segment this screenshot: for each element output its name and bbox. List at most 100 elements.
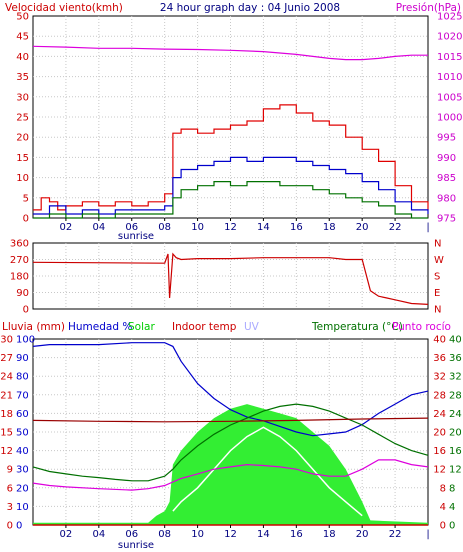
wind-direction-line — [32, 252, 429, 305]
x-tick-label: 06 — [125, 222, 138, 233]
y-tick-label: 24 — [433, 409, 446, 420]
y-tick-label: N — [434, 239, 441, 250]
x-tick-label: 20 — [356, 222, 369, 233]
panel2-series — [32, 252, 429, 305]
y-tick-label: 35 — [16, 72, 29, 83]
y-tick-label: 16 — [433, 446, 446, 457]
panel1-center-title: 24 hour graph day : 04 Junio 2008 — [160, 2, 340, 14]
x-tick-label: 22 — [389, 529, 402, 540]
y-tick-label: 16 — [449, 446, 462, 457]
y-tick-label: 32 — [449, 372, 462, 383]
y-tick-label: 1010 — [437, 72, 462, 83]
x-tick-label: 16 — [290, 529, 303, 540]
y-tick-label: E — [434, 288, 440, 299]
y-tick-label: 3 — [7, 502, 13, 513]
y-tick-label: 1000 — [437, 113, 462, 124]
panel1-right-title: Presión(hPa) — [396, 2, 461, 14]
y-tick-label: 36 — [433, 353, 446, 364]
x-tick-label: 06 — [125, 529, 138, 540]
y-tick-label: 30 — [0, 335, 13, 346]
panel3-legend-label: UV — [244, 321, 260, 333]
y-tick-label: 1025 — [437, 12, 462, 23]
x-tick-label: 18 — [323, 529, 336, 540]
panel3-legend-label: Solar — [128, 321, 155, 333]
x-tick-label: 16 — [290, 222, 303, 233]
y-tick-label: 80 — [16, 372, 29, 383]
temperature-line — [32, 403, 429, 482]
x-tick-label: 04 — [92, 529, 105, 540]
solar-area — [33, 404, 428, 525]
y-tick-label: 100 — [16, 335, 35, 346]
gust-line — [33, 104, 429, 211]
y-tick-label: 8 — [449, 483, 455, 494]
pressure-line — [32, 45, 428, 61]
x-tick-end: | — [426, 222, 429, 233]
y-tick-label: 20 — [433, 428, 446, 439]
dewpoint-line — [32, 459, 429, 491]
y-tick-label: 1015 — [437, 52, 462, 63]
x-tick-label: 04 — [92, 222, 105, 233]
uv-line — [172, 426, 363, 517]
wind-min-line — [33, 181, 428, 219]
panel1-series — [32, 45, 429, 219]
panel3-legend-label: Temperatura (°C) — [311, 321, 403, 333]
y-tick-label: 20 — [16, 133, 29, 144]
y-tick-label: 60 — [16, 409, 29, 420]
x-tick-label: 10 — [191, 529, 204, 540]
y-tick-label: 70 — [16, 390, 29, 401]
panel3-x-axis: 02 04 06 08 10 12 14 16 18 20 22 | — [60, 525, 430, 540]
y-tick-label: 0 — [440, 521, 446, 532]
y-tick-label: 0 — [23, 214, 29, 225]
y-tick-label: 0 — [7, 521, 13, 532]
panel3-sunrise-label: sunrise — [118, 540, 154, 551]
panel3-legend-label: Humedad % — [68, 321, 132, 333]
y-tick-label: 12 — [433, 465, 446, 476]
x-tick-label: 10 — [191, 222, 204, 233]
y-tick-label: 4 — [449, 502, 455, 513]
x-tick-label: 12 — [224, 222, 237, 233]
panel3-grid — [33, 339, 428, 525]
panel3-axes: 0369121518212427300102030405060708090100… — [0, 335, 461, 532]
y-tick-label: 25 — [16, 113, 29, 124]
y-tick-label: 12 — [0, 446, 13, 457]
x-tick-label: 02 — [60, 529, 73, 540]
y-tick-label: 30 — [16, 92, 29, 103]
y-tick-label: 40 — [449, 335, 462, 346]
wind-avg-line — [33, 156, 429, 215]
y-tick-label: 40 — [16, 446, 29, 457]
y-tick-label: 50 — [16, 12, 29, 23]
y-tick-label: 1005 — [437, 92, 462, 103]
y-tick-label: 360 — [10, 239, 29, 250]
y-tick-label: 18 — [0, 409, 13, 420]
y-tick-label: 10 — [16, 502, 29, 513]
wind-pressure-panel: Velocidad viento(kmh) 24 hour graph day … — [5, 2, 462, 242]
y-tick-label: 21 — [0, 390, 13, 401]
y-tick-label: 32 — [433, 372, 446, 383]
y-tick-label: 28 — [449, 390, 462, 401]
x-tick-label: 02 — [60, 222, 73, 233]
y-tick-label: 24 — [449, 409, 462, 420]
panel2-grid — [33, 243, 428, 309]
y-tick-label: 12 — [449, 465, 462, 476]
y-tick-label: 10 — [16, 173, 29, 184]
panel1-x-axis: 02 04 06 08 10 12 14 16 18 20 22 | — [60, 218, 430, 233]
panel1-left-title: Velocidad viento(kmh) — [5, 2, 123, 14]
y-tick-label: 15 — [16, 153, 29, 164]
y-tick-label: N — [434, 305, 441, 316]
y-tick-label: 50 — [16, 428, 29, 439]
y-tick-label: 40 — [433, 335, 446, 346]
y-tick-label: 0 — [16, 521, 22, 532]
y-tick-label: 995 — [437, 133, 456, 144]
y-tick-label: 0 — [449, 521, 455, 532]
y-tick-label: 40 — [16, 52, 29, 63]
x-tick-label: 14 — [257, 222, 270, 233]
y-tick-label: 980 — [437, 193, 456, 204]
x-tick-label: 20 — [356, 529, 369, 540]
y-tick-label: 45 — [16, 32, 29, 43]
panel2-left-axis: 0 90 180 270 360 — [10, 239, 29, 316]
y-tick-label: 990 — [437, 153, 456, 164]
